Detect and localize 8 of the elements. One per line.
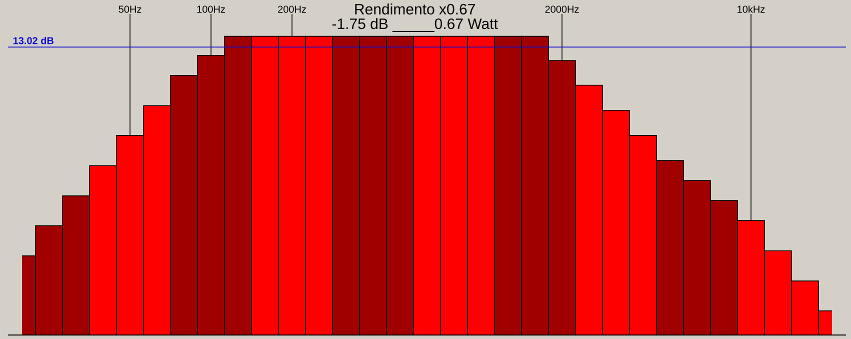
ref-line-label: 13.02 dB [13, 36, 54, 44]
x-tick-label: 10kHz [738, 5, 765, 13]
x-tick-label: 100Hz [197, 6, 225, 13]
x-tick-label: 50Hz [118, 6, 142, 13]
chart-title: Rendimento x0.67 [355, 3, 475, 14]
x-tick-label: 200Hz [278, 6, 306, 13]
x-tick-label: 2000Hz [545, 6, 579, 13]
chart-subtitle: -1.75 dB _____0.67 Watt [332, 18, 498, 32]
